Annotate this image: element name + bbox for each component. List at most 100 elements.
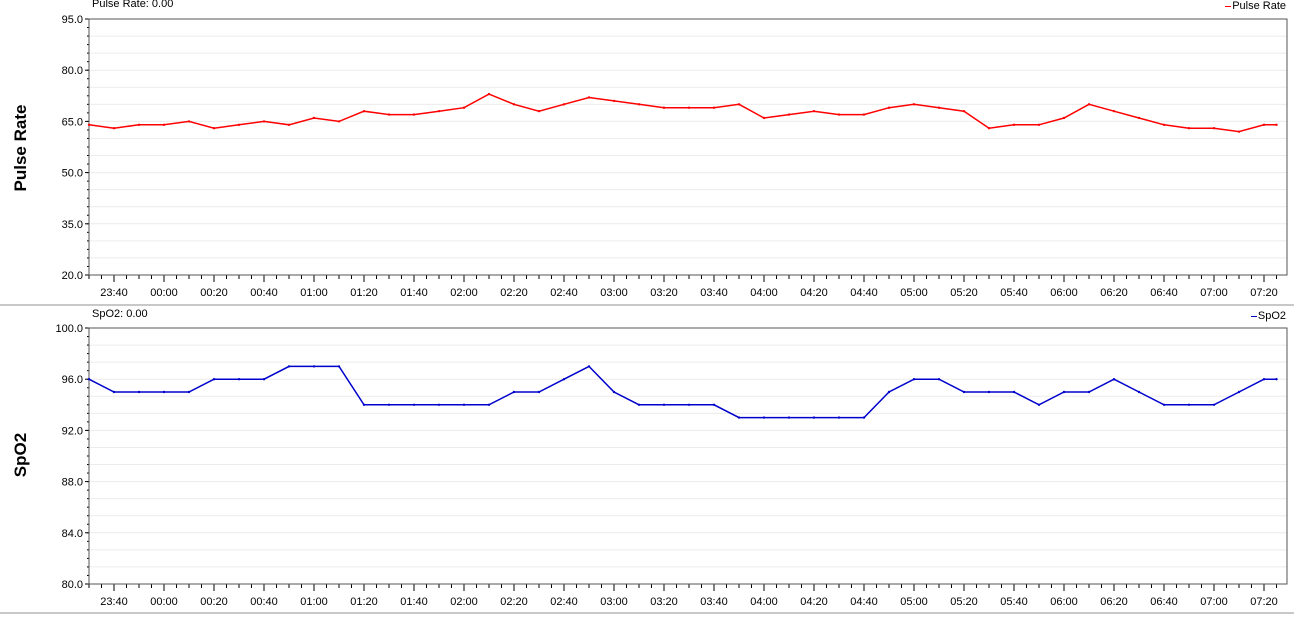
data-point	[662, 106, 666, 109]
x-tick-label: 05:20	[950, 287, 978, 299]
x-tick-label: 01:40	[400, 596, 428, 608]
x-tick-label: 06:00	[1050, 596, 1078, 608]
y-tick-label: 20.0	[62, 270, 83, 282]
x-tick-label: 06:20	[1100, 596, 1128, 608]
x-tick-label: 06:40	[1150, 287, 1178, 299]
data-point	[987, 127, 991, 130]
data-point	[962, 390, 966, 394]
spo2-legend-swatch	[1250, 315, 1257, 317]
y-tick-label: 35.0	[62, 219, 83, 231]
data-point	[487, 92, 491, 96]
x-tick-label: 04:20	[800, 287, 828, 299]
data-point	[312, 365, 316, 368]
data-point	[1137, 390, 1141, 394]
y-tick-label: 100.0	[55, 323, 83, 335]
data-point	[737, 103, 741, 106]
data-point	[437, 109, 441, 113]
data-point	[1112, 378, 1116, 381]
x-tick-label: 00:40	[250, 596, 278, 608]
plot-frame	[88, 18, 1288, 276]
x-tick-label: 06:00	[1050, 287, 1078, 299]
x-tick-label: 04:40	[850, 596, 878, 608]
data-point	[862, 416, 866, 419]
data-point	[1275, 123, 1278, 127]
x-tick-label: 01:00	[300, 287, 328, 299]
x-tick-label: 23:40	[100, 287, 128, 299]
data-point	[487, 403, 491, 406]
data-point	[212, 378, 216, 381]
data-point	[137, 390, 141, 394]
data-point	[1162, 403, 1166, 406]
y-tick-label: 84.0	[62, 528, 83, 540]
data-point	[287, 123, 291, 127]
data-point	[1187, 403, 1191, 406]
x-tick-label: 02:20	[500, 287, 528, 299]
data-point	[512, 390, 516, 394]
pulse-rate-legend-label: Pulse Rate	[1232, 0, 1286, 12]
data-point	[137, 123, 141, 127]
y-tick-label: 88.0	[62, 477, 83, 489]
bottom-divider	[0, 612, 1294, 614]
data-point	[362, 403, 366, 406]
data-point	[837, 416, 841, 419]
x-tick-label: 03:20	[650, 596, 678, 608]
spo2-chart: 80.0 84.0 88.0 92.0 96.0 100.0 23:40 00:00 00:20…	[55, 323, 1288, 608]
data-point	[412, 113, 416, 116]
x-tick-label: 07:00	[1200, 596, 1228, 608]
data-point	[637, 403, 641, 406]
data-point	[1275, 378, 1278, 381]
data-point	[387, 113, 391, 116]
y-tick-label: 50.0	[62, 168, 83, 180]
data-point	[662, 403, 666, 406]
spo2-legend-label: SpO2	[1257, 310, 1286, 322]
panel-divider	[0, 304, 1294, 306]
data-point	[462, 106, 466, 109]
data-point	[1062, 390, 1066, 394]
x-tick-label: 00:00	[150, 287, 178, 299]
x-tick-label: 07:00	[1200, 287, 1228, 299]
data-point	[387, 403, 391, 406]
plot-area	[89, 19, 1287, 275]
data-point	[262, 378, 266, 381]
data-point	[1137, 116, 1141, 120]
data-point	[237, 378, 241, 381]
data-point	[562, 103, 566, 106]
data-point	[912, 378, 916, 381]
data-point	[312, 116, 316, 120]
data-point	[437, 403, 441, 406]
data-point	[1037, 403, 1041, 406]
data-point	[637, 103, 641, 106]
x-tick-label: 23:40	[100, 596, 128, 608]
x-tick-label: 02:00	[450, 287, 478, 299]
x-tick-label: 05:00	[900, 287, 928, 299]
data-point	[1012, 390, 1016, 394]
pulse-rate-legend: Pulse Rate	[1225, 0, 1286, 12]
x-tick-label: 07:20	[1250, 287, 1278, 299]
data-point	[937, 106, 941, 109]
x-tick-label: 05:00	[900, 596, 928, 608]
spo2-panel: SpO2 SpO2: 0.00 SpO2 80.0 84.0 88.0 92.0 96.…	[0, 307, 1294, 613]
x-tick-label: 02:20	[500, 596, 528, 608]
x-tick-label: 04:20	[800, 596, 828, 608]
data-point	[962, 109, 966, 113]
x-tick-label: 07:20	[1250, 596, 1278, 608]
data-point	[712, 403, 716, 406]
data-point	[1237, 130, 1241, 133]
data-point	[162, 390, 166, 394]
data-point	[1262, 123, 1266, 127]
data-point	[612, 390, 616, 394]
data-point	[887, 390, 891, 394]
x-tick-label: 06:20	[1100, 287, 1128, 299]
pulse-rate-legend-swatch	[1225, 5, 1232, 7]
data-point	[887, 106, 891, 109]
y-tick-label: 92.0	[62, 425, 83, 437]
data-point	[1087, 390, 1091, 394]
x-tick-label: 03:40	[700, 596, 728, 608]
data-point	[787, 113, 791, 116]
data-point	[112, 127, 116, 130]
x-tick-label: 01:40	[400, 287, 428, 299]
y-tick-label: 80.0	[62, 579, 83, 591]
x-tick-label: 06:40	[1150, 596, 1178, 608]
x-tick-label: 02:40	[550, 596, 578, 608]
data-point	[1037, 123, 1041, 127]
